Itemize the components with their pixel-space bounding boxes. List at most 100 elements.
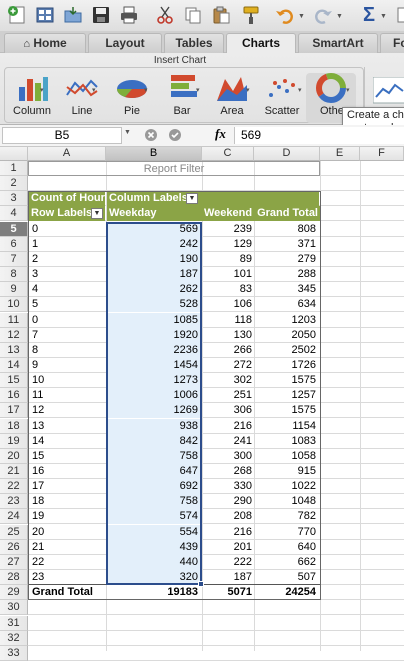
weekend-value-cell[interactable]: 239 (233, 223, 252, 235)
weekend-value-cell[interactable]: 129 (233, 238, 252, 250)
autosum-dropdown-icon[interactable]: ▼ (380, 13, 387, 20)
weekday-value-cell[interactable]: 1454 (107, 358, 200, 373)
weekend-value-cell[interactable]: 89 (239, 253, 252, 265)
hour-label-cell[interactable]: 16 (32, 465, 45, 477)
weekday-value-cell[interactable]: 554 (107, 525, 200, 540)
weekday-value-cell[interactable]: 692 (107, 479, 200, 494)
row-header-7[interactable]: 7 (0, 252, 28, 267)
row-header-31[interactable]: 31 (0, 616, 28, 631)
pie-chart-button[interactable]: Pie (106, 73, 158, 123)
row-header-10[interactable]: 10 (0, 297, 28, 312)
weekday-value-cell[interactable]: 2236 (107, 343, 200, 358)
total-value-cell[interactable]: 279 (297, 253, 316, 265)
weekend-value-cell[interactable]: 300 (233, 450, 252, 462)
weekday-value-cell[interactable]: 938 (107, 419, 200, 434)
hour-label-cell[interactable]: 5 (32, 298, 39, 310)
tab-charts[interactable]: Charts (226, 33, 296, 54)
row-header-19[interactable]: 19 (0, 434, 28, 449)
hour-label-cell[interactable]: 23 (32, 571, 45, 583)
insert-function-button[interactable]: fx (215, 126, 226, 141)
total-value-cell[interactable]: 770 (297, 526, 316, 538)
copy-icon[interactable] (182, 4, 204, 26)
row-header-2[interactable]: 2 (0, 176, 28, 191)
row-header-5[interactable]: 5 (0, 222, 28, 237)
hour-label-cell[interactable]: 15 (32, 450, 45, 462)
total-value-cell[interactable]: 2050 (291, 329, 316, 341)
tab-layout[interactable]: Layout (88, 33, 162, 53)
undo-dropdown-icon[interactable]: ▼ (298, 13, 305, 20)
row-header-12[interactable]: 12 (0, 328, 28, 343)
weekday-value-cell[interactable]: 242 (107, 237, 200, 252)
row-header-1[interactable]: 1 (0, 161, 28, 176)
save-icon[interactable] (90, 4, 112, 26)
weekday-value-cell[interactable]: 758 (107, 494, 200, 509)
total-value-cell[interactable]: 1058 (291, 450, 316, 462)
total-value-cell[interactable]: 1048 (291, 495, 316, 507)
total-value-cell[interactable]: 1257 (291, 389, 316, 401)
hour-label-cell[interactable]: 7 (32, 329, 39, 341)
column-header-a[interactable]: A (28, 147, 106, 161)
total-value-cell[interactable]: 507 (297, 571, 316, 583)
cancel-icon[interactable] (144, 128, 158, 145)
selection-range[interactable] (106, 222, 202, 585)
sort-icon[interactable] (392, 4, 404, 26)
row-header-15[interactable]: 15 (0, 373, 28, 388)
hour-label-cell[interactable]: 19 (32, 510, 45, 522)
row-header-20[interactable]: 20 (0, 449, 28, 464)
new-workbook-icon[interactable] (6, 4, 28, 26)
row-header-14[interactable]: 14 (0, 358, 28, 373)
weekday-value-cell[interactable]: 1006 (107, 388, 200, 403)
row-header-21[interactable]: 21 (0, 464, 28, 479)
hour-label-cell[interactable]: 21 (32, 541, 45, 553)
total-value-cell[interactable]: 640 (297, 541, 316, 553)
scatter-chart-button[interactable]: Scatter (256, 73, 308, 123)
column-dropdown-icon[interactable]: ▾ (40, 87, 44, 94)
cut-icon[interactable] (154, 4, 176, 26)
row-header-24[interactable]: 24 (0, 509, 28, 524)
total-value-cell[interactable]: 1154 (292, 420, 316, 432)
weekday-value-cell[interactable]: 574 (107, 509, 200, 524)
total-value-cell[interactable]: 1083 (291, 435, 316, 447)
weekday-value-cell[interactable]: 190 (107, 252, 200, 267)
fill-handle[interactable] (198, 581, 204, 587)
name-box[interactable]: B5 (2, 127, 122, 144)
hour-label-cell[interactable]: 8 (32, 344, 39, 356)
weekday-value-cell[interactable]: 569 (107, 222, 200, 237)
other-dropdown-icon[interactable]: ▾ (346, 87, 350, 94)
name-box-dropdown-icon[interactable]: ▼ (124, 129, 131, 136)
row-header-9[interactable]: 9 (0, 282, 28, 297)
weekend-value-cell[interactable]: 216 (233, 420, 252, 432)
weekend-value-cell[interactable]: 208 (233, 510, 252, 522)
row-header-11[interactable]: 11 (0, 313, 28, 328)
total-value-cell[interactable]: 1575 (291, 374, 316, 386)
print-icon[interactable] (118, 4, 140, 26)
hour-label-cell[interactable]: 14 (32, 435, 45, 447)
weekend-value-cell[interactable]: 306 (233, 404, 252, 416)
hour-label-cell[interactable]: 4 (32, 283, 39, 295)
hour-label-cell[interactable]: 1 (32, 238, 39, 250)
line-chart-button[interactable]: Line (56, 73, 108, 123)
row-header-23[interactable]: 23 (0, 494, 28, 509)
hour-label-cell[interactable]: 0 (32, 314, 39, 326)
row-header-3[interactable]: 3 (0, 191, 28, 206)
hour-label-cell[interactable]: 22 (32, 556, 45, 568)
total-value-cell[interactable]: 288 (297, 268, 316, 280)
select-all-corner[interactable] (0, 147, 28, 161)
column-header-e[interactable]: E (320, 147, 360, 161)
line-dropdown-icon[interactable]: ▾ (92, 87, 96, 94)
weekend-value-cell[interactable]: 106 (233, 298, 252, 310)
undo-icon[interactable] (274, 4, 296, 26)
weekend-value-cell[interactable]: 101 (233, 268, 252, 280)
row-labels-filter-button[interactable]: ▼ (91, 208, 103, 219)
row-header-16[interactable]: 16 (0, 388, 28, 403)
redo-icon[interactable] (312, 4, 334, 26)
scatter-dropdown-icon[interactable]: ▾ (298, 87, 302, 94)
weekday-value-cell[interactable]: 842 (107, 434, 200, 449)
weekday-value-cell[interactable]: 320 (107, 570, 200, 585)
weekend-value-cell[interactable]: 130 (233, 329, 252, 341)
total-value-cell[interactable]: 634 (297, 298, 316, 310)
weekend-value-cell[interactable]: 302 (233, 374, 252, 386)
hour-label-cell[interactable]: 12 (32, 404, 45, 416)
row-header-33[interactable]: 33 (0, 646, 28, 661)
weekday-value-cell[interactable]: 1269 (107, 403, 200, 418)
